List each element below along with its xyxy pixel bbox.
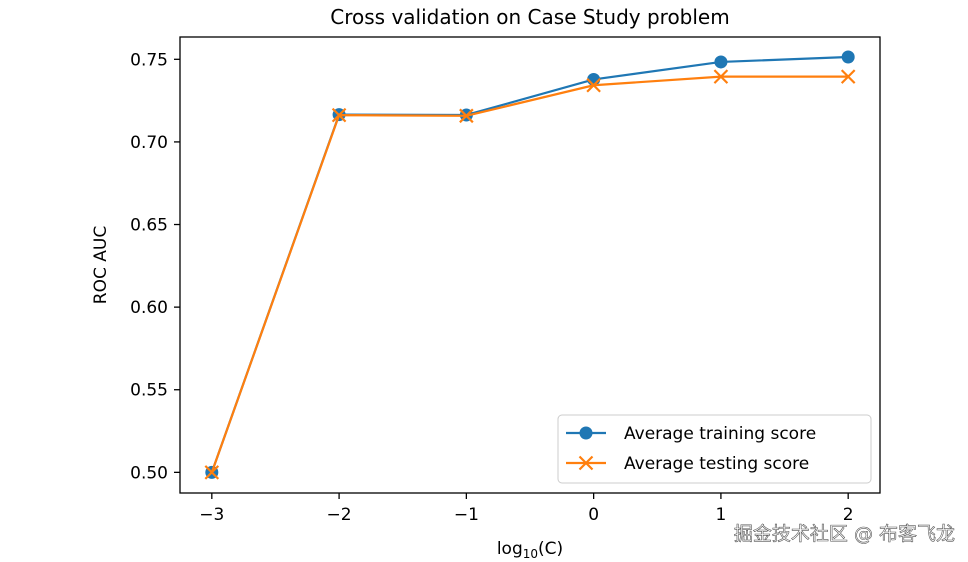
legend-item: Average training score: [566, 424, 816, 444]
x-axis-label: log10(C): [497, 539, 563, 561]
x-tick-label: −3: [199, 505, 224, 525]
data-point: [714, 55, 728, 69]
y-tick-label: 0.60: [130, 298, 168, 318]
legend-box: [557, 414, 872, 484]
x-tick-label: −2: [327, 505, 352, 525]
x-marker: [204, 465, 220, 480]
x-marker: [331, 107, 347, 123]
data-point: [586, 77, 601, 93]
legend-label: Average training score: [624, 424, 816, 444]
data-point: [331, 107, 347, 123]
axes: −3 −2 −1 0 1 2 0.50 0.55 0.60 0.65 0.70 0.75: [130, 36, 881, 525]
data-point: [841, 50, 855, 64]
data-point: [459, 108, 474, 124]
x-tick-label: −1: [454, 505, 479, 525]
chart-title: Cross validation on Case Study problem: [330, 5, 729, 29]
x-tick-label: 2: [843, 505, 854, 525]
legend-item: Average testing score: [566, 454, 809, 474]
data-point: [578, 455, 594, 471]
y-tick-label: 0.75: [130, 50, 168, 70]
y-tick-label: 0.55: [130, 381, 168, 401]
x-tick-label: 0: [588, 505, 599, 525]
legend: Average training score Average testing sc…: [557, 414, 872, 484]
y-tick-label: 0.50: [130, 463, 168, 483]
data-point: [840, 69, 856, 84]
x-marker: [586, 77, 601, 93]
y-tick-label: 0.65: [130, 216, 168, 236]
plot-frame: [179, 36, 881, 494]
x-marker: [713, 69, 729, 84]
y-tick-label: 0.70: [130, 133, 168, 153]
watermark: 掘金技术社区 @ 布客飞龙: [734, 523, 955, 545]
series-line: [210, 75, 849, 473]
x-marker: [578, 455, 594, 471]
y-axis-label: ROC AUC: [91, 226, 111, 304]
x-marker: [459, 108, 474, 124]
series-line: [210, 55, 849, 473]
data-point: [713, 69, 729, 84]
data-point: [579, 426, 593, 440]
data-point: [204, 465, 220, 480]
x-marker: [840, 69, 856, 84]
series-layer: [204, 50, 856, 480]
legend-label: Average testing score: [624, 454, 809, 474]
x-tick-label: 1: [715, 505, 726, 525]
series-testing: [204, 69, 856, 480]
